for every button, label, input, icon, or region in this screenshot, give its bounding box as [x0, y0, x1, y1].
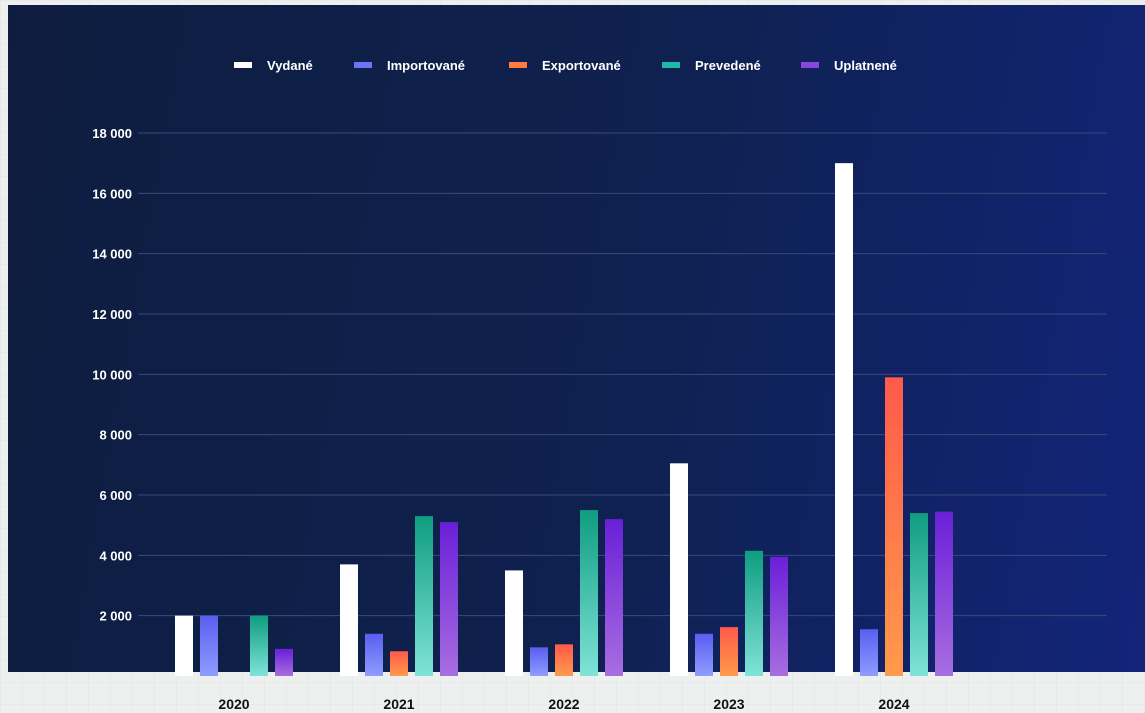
bar-2023-1[interactable]: [695, 633, 713, 676]
legend-item[interactable]: Exportované: [509, 58, 621, 73]
chart-panel: [8, 5, 1145, 672]
legend-label: Exportované: [542, 58, 621, 73]
legend-swatch: [234, 62, 252, 68]
bar-2020-1[interactable]: [200, 615, 218, 676]
bar-2024-0[interactable]: [835, 163, 853, 676]
bar-2021-4[interactable]: [440, 522, 458, 676]
y-tick-label: 2 000: [99, 609, 132, 624]
y-tick-label: 8 000: [99, 428, 132, 443]
bar-2022-1[interactable]: [530, 647, 548, 676]
y-tick-label: 14 000: [92, 247, 132, 262]
bar-2020-3[interactable]: [250, 615, 268, 676]
legend: Vydané Importované Exportované Prevedené Upl…: [234, 58, 897, 73]
y-axis-ticks: 2 000 4 000 6 000 8 000 10 000 12 000 14 000 16…: [92, 126, 132, 624]
bar-2024-3[interactable]: [910, 513, 928, 676]
legend-label: Vydané: [267, 58, 313, 73]
bar-2021-2[interactable]: [390, 651, 408, 676]
bar-2021-3[interactable]: [415, 516, 433, 676]
y-tick-label: 6 000: [99, 488, 132, 503]
bar-2020-0[interactable]: [175, 615, 193, 676]
x-category-label: 2020: [218, 696, 249, 712]
x-category-label: 2021: [383, 696, 414, 712]
bar-2022-0[interactable]: [505, 570, 523, 676]
x-axis-categories: 2020 2021 2022 2023 2024: [218, 696, 909, 712]
legend-label: Importované: [387, 58, 465, 73]
bar-2022-2[interactable]: [555, 644, 573, 676]
legend-item[interactable]: Uplatnené: [801, 58, 897, 73]
bar-2022-4[interactable]: [605, 519, 623, 676]
bar-2024-4[interactable]: [935, 511, 953, 676]
legend-label: Uplatnené: [834, 58, 897, 73]
x-category-label: 2023: [713, 696, 744, 712]
legend-label: Prevedené: [695, 58, 761, 73]
x-category-label: 2022: [548, 696, 579, 712]
bar-2023-3[interactable]: [745, 550, 763, 676]
legend-item[interactable]: Vydané: [234, 58, 313, 73]
y-tick-label: 4 000: [99, 548, 132, 563]
legend-item[interactable]: Prevedené: [662, 58, 761, 73]
y-tick-label: 10 000: [92, 367, 132, 382]
bar-2021-0[interactable]: [340, 564, 358, 676]
bar-2024-1[interactable]: [860, 629, 878, 676]
y-tick-label: 18 000: [92, 126, 132, 141]
bar-2023-2[interactable]: [720, 627, 738, 676]
legend-swatch: [354, 62, 372, 68]
y-tick-label: 16 000: [92, 186, 132, 201]
legend-swatch: [662, 62, 680, 68]
bar-2024-2[interactable]: [885, 377, 903, 676]
x-category-label: 2024: [878, 696, 909, 712]
bar-2022-3[interactable]: [580, 510, 598, 676]
bar-2020-4[interactable]: [275, 648, 293, 676]
legend-swatch: [801, 62, 819, 68]
bars: [175, 163, 953, 676]
bar-2023-0[interactable]: [670, 463, 688, 676]
legend-swatch: [509, 62, 527, 68]
y-tick-label: 12 000: [92, 307, 132, 322]
bar-2023-4[interactable]: [770, 556, 788, 676]
legend-item[interactable]: Importované: [354, 58, 465, 73]
bar-2021-1[interactable]: [365, 633, 383, 676]
